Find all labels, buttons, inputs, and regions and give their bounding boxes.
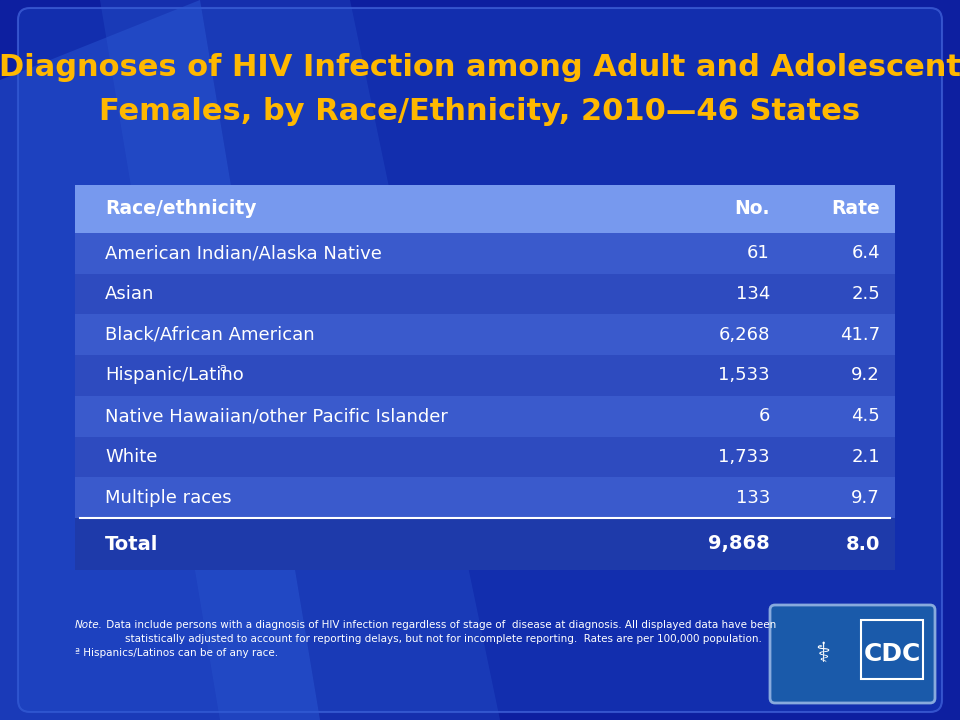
Text: 9.7: 9.7 bbox=[852, 489, 880, 507]
Text: Diagnoses of HIV Infection among Adult and Adolescent: Diagnoses of HIV Infection among Adult a… bbox=[0, 53, 960, 83]
Bar bbox=[75, 518, 895, 570]
Text: Note.: Note. bbox=[75, 620, 103, 630]
Text: American Indian/Alaska Native: American Indian/Alaska Native bbox=[105, 244, 382, 262]
Text: 41.7: 41.7 bbox=[840, 325, 880, 343]
Text: 8.0: 8.0 bbox=[846, 534, 880, 554]
Circle shape bbox=[791, 622, 855, 686]
Polygon shape bbox=[0, 0, 320, 720]
Text: 9.2: 9.2 bbox=[852, 366, 880, 384]
Text: Race/ethnicity: Race/ethnicity bbox=[105, 199, 256, 218]
Text: Native Hawaiian/other Pacific Islander: Native Hawaiian/other Pacific Islander bbox=[105, 408, 448, 426]
FancyBboxPatch shape bbox=[75, 185, 895, 233]
Text: 1,733: 1,733 bbox=[718, 448, 770, 466]
Text: 134: 134 bbox=[735, 285, 770, 303]
Polygon shape bbox=[100, 0, 500, 720]
Bar bbox=[75, 355, 895, 396]
Text: 4.5: 4.5 bbox=[852, 408, 880, 426]
Text: 6: 6 bbox=[758, 408, 770, 426]
Text: Total: Total bbox=[105, 534, 158, 554]
Bar bbox=[75, 477, 895, 518]
Text: 2.5: 2.5 bbox=[852, 285, 880, 303]
Text: 6,268: 6,268 bbox=[719, 325, 770, 343]
Text: Data include persons with a diagnosis of HIV infection regardless of stage of  d: Data include persons with a diagnosis of… bbox=[103, 620, 777, 630]
Text: 133: 133 bbox=[735, 489, 770, 507]
Bar bbox=[75, 396, 895, 436]
Text: Rate: Rate bbox=[831, 199, 880, 218]
Text: Females, by Race/Ethnicity, 2010—46 States: Females, by Race/Ethnicity, 2010—46 Stat… bbox=[100, 97, 860, 127]
Text: ª Hispanics/Latinos can be of any race.: ª Hispanics/Latinos can be of any race. bbox=[75, 648, 278, 658]
FancyBboxPatch shape bbox=[18, 8, 942, 712]
Text: 2.1: 2.1 bbox=[852, 448, 880, 466]
FancyBboxPatch shape bbox=[770, 605, 935, 703]
Text: Multiple races: Multiple races bbox=[105, 489, 231, 507]
Text: Hispanic/Latino: Hispanic/Latino bbox=[105, 366, 244, 384]
Text: Black/African American: Black/African American bbox=[105, 325, 315, 343]
Bar bbox=[75, 233, 895, 274]
Bar bbox=[75, 315, 895, 355]
Text: 9,868: 9,868 bbox=[708, 534, 770, 554]
Text: a: a bbox=[220, 364, 227, 374]
Text: 6.4: 6.4 bbox=[852, 244, 880, 262]
Bar bbox=[75, 274, 895, 315]
Text: Asian: Asian bbox=[105, 285, 155, 303]
Text: CDC: CDC bbox=[863, 642, 921, 666]
Text: White: White bbox=[105, 448, 157, 466]
Text: 1,533: 1,533 bbox=[718, 366, 770, 384]
Bar bbox=[75, 436, 895, 477]
Text: ⚕: ⚕ bbox=[815, 640, 830, 668]
Text: No.: No. bbox=[734, 199, 770, 218]
Text: 61: 61 bbox=[747, 244, 770, 262]
Text: statistically adjusted to account for reporting delays, but not for incomplete r: statistically adjusted to account for re… bbox=[125, 634, 762, 644]
